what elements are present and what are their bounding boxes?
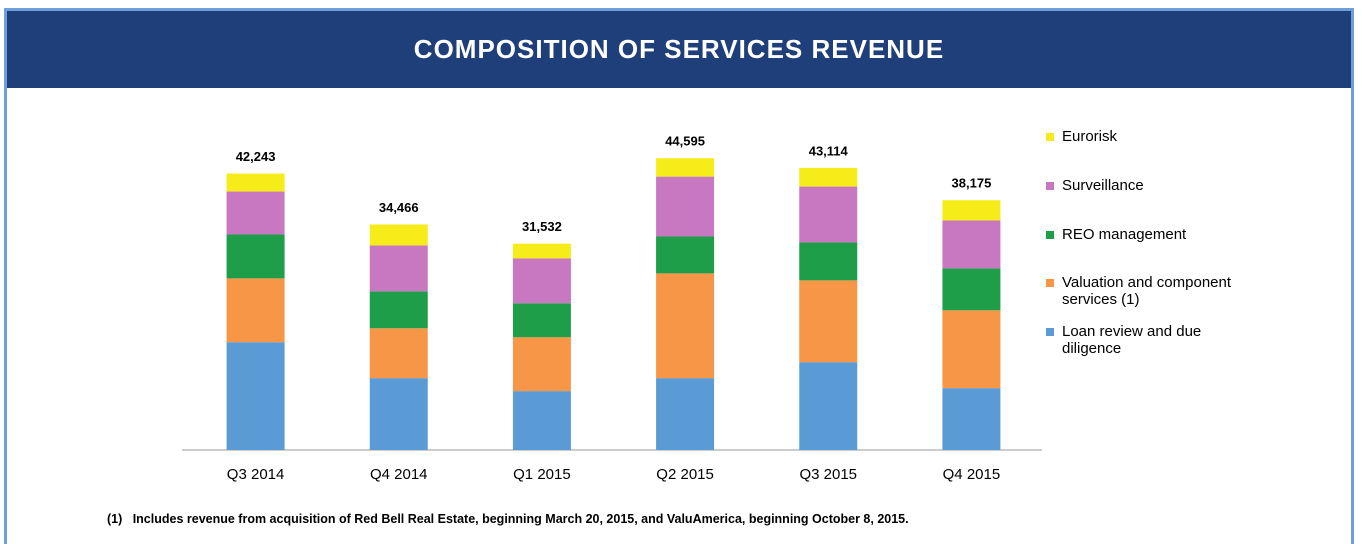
legend-swatch	[1046, 279, 1054, 287]
bar-segment	[512, 303, 571, 338]
legend-label: Loan review and due diligence	[1062, 323, 1202, 357]
frame	[4, 8, 1354, 544]
total-label: 43,114	[809, 143, 849, 158]
bar-segment	[656, 236, 715, 274]
bar-segment	[942, 310, 1001, 389]
bar-segment	[226, 234, 285, 279]
legend-item: REO management	[1046, 226, 1306, 243]
bar-segment	[656, 378, 715, 450]
bar-segment	[512, 243, 571, 259]
footnote: (1) Includes revenue from acquisition of…	[107, 512, 909, 526]
bar-segment	[656, 273, 715, 379]
legend-label: REO management	[1062, 226, 1187, 243]
legend-label: Surveillance	[1062, 177, 1144, 194]
total-label: 42,243	[236, 149, 276, 164]
chart-title: COMPOSITION OF SERVICES REVENUE	[7, 11, 1351, 88]
legend-swatch	[1046, 231, 1054, 239]
x-tick-label: Q3 2014	[227, 466, 285, 483]
x-tick-label: Q4 2015	[943, 466, 1001, 483]
total-label: 31,532	[522, 219, 562, 234]
bar-segment	[226, 278, 285, 343]
x-tick-label: Q4 2014	[370, 466, 428, 483]
legend-swatch	[1046, 133, 1054, 141]
bar-segment	[512, 337, 571, 392]
legend-swatch	[1046, 328, 1054, 336]
bar-segment	[369, 224, 428, 246]
bar-segment	[369, 245, 428, 292]
bar-segment	[942, 200, 1001, 221]
bar-segment	[369, 378, 428, 450]
total-label: 44,595	[665, 134, 705, 149]
x-tick-label: Q3 2015	[799, 466, 857, 483]
bar-segment	[512, 258, 571, 304]
legend-label: Eurorisk	[1062, 128, 1118, 145]
bar-segment	[656, 176, 715, 237]
legend-swatch	[1046, 182, 1054, 190]
legend-item: Surveillance	[1046, 177, 1306, 194]
bar-segment	[512, 391, 571, 450]
total-label: 34,466	[379, 200, 419, 215]
bar-segment	[799, 242, 858, 281]
legend-item: Loan review and due diligence	[1046, 323, 1306, 357]
bar-segment	[799, 167, 858, 187]
bar-segment	[799, 362, 858, 450]
legend-item: Valuation and component services (1)	[1046, 274, 1306, 308]
bar-segment	[226, 191, 285, 235]
x-tick-label: Q1 2015	[513, 466, 571, 483]
bar-segment	[226, 342, 285, 450]
bar-segment	[799, 186, 858, 243]
bar-segment	[799, 280, 858, 363]
bar-segment	[656, 158, 715, 177]
total-label: 38,175	[952, 176, 992, 191]
bar-segment	[369, 291, 428, 329]
bar-segment	[226, 173, 285, 192]
bar-segment	[369, 328, 428, 379]
bar-segment	[942, 220, 1001, 269]
legend-item: Eurorisk	[1046, 128, 1306, 145]
bar-segment	[942, 388, 1001, 450]
legend-label: Valuation and component services (1)	[1062, 274, 1232, 308]
bar-segment	[942, 268, 1001, 311]
x-tick-label: Q2 2015	[656, 466, 714, 483]
